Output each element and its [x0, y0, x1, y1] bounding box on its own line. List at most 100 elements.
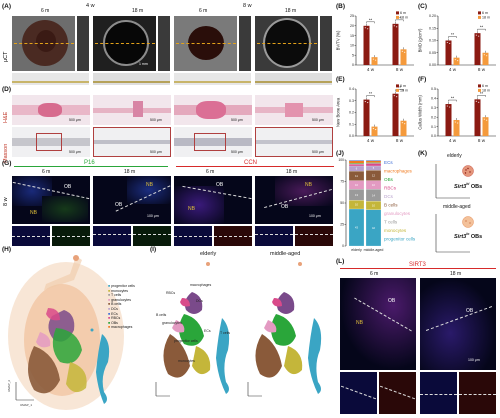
data-point: [486, 55, 488, 57]
segment-label: 43: [355, 226, 358, 230]
panel-k-umap-middle: [435, 214, 474, 253]
y-tick-label: 50: [340, 201, 344, 205]
data-point: [475, 34, 477, 36]
y-tick-label: 0: [342, 244, 344, 248]
legend-label: granulocytes: [384, 211, 411, 216]
legend-h-0: ■ progenitor cells: [108, 284, 135, 288]
y-tick-label: 20: [350, 24, 354, 28]
panel-k-umap-elderly: [435, 164, 474, 199]
if-image-ccn-18m: NB OB 100 μm: [255, 176, 333, 224]
bar: [474, 33, 481, 65]
x-tick-label: 4 w: [449, 67, 457, 72]
panel-a-18m-label-2: 18 m: [285, 8, 297, 14]
ct-image-6m-4w: [12, 16, 75, 71]
panel-d-he-label: H&E: [3, 111, 9, 123]
y-axis-label: New Bone Area: [336, 97, 341, 127]
data-point: [375, 129, 377, 131]
y-tick-label: 0.4: [349, 87, 354, 91]
y-tick-label: 0.05: [429, 51, 436, 55]
y-tick-label: 0.3: [431, 106, 436, 110]
panel-l-line: [340, 268, 496, 269]
y-axis-label: Callus Width (mm): [418, 95, 423, 130]
panel-i-umap-elderly: RBCs macrophages DCs B cells granulocyte…: [155, 262, 230, 397]
sirt3-scale: 100 μm: [468, 358, 480, 362]
stacked-segment: [365, 160, 382, 163]
panel-i-middle: middle-aged: [270, 251, 301, 257]
ct-section-6m-8w: [174, 73, 251, 85]
data-point: [478, 35, 480, 37]
bar: [363, 25, 370, 65]
if-zoom-2b: [133, 226, 171, 246]
stacked-segment: [348, 160, 365, 164]
data-point: [404, 51, 406, 53]
stacked-segment: [348, 163, 365, 165]
panel-a-6m-label-2: 6 m: [199, 8, 208, 14]
legend-label: progenitor cells: [384, 237, 416, 242]
data-point: [457, 122, 459, 124]
y-tick-label: 100: [338, 158, 344, 162]
legend-h-5: ■ DCs: [108, 306, 118, 311]
data-point: [372, 128, 374, 130]
sirt3-nb: NB: [356, 320, 363, 326]
legend-h-1: ■ monocytes: [108, 288, 129, 293]
ct-image-18m-4w: 1 mm: [93, 16, 156, 71]
y-tick-label: 0.20: [429, 14, 436, 18]
bar: [400, 49, 407, 65]
panel-label-d: (D): [2, 86, 12, 93]
y-tick-label: 0.00: [429, 63, 436, 67]
masson-scale-1: 500 μm: [69, 150, 81, 154]
chart-cell-proportion: 0 25 50 75 100 6 11 10 13 10 43 elderly 5 12 10 14 10 42 m…: [338, 158, 416, 252]
x-tick-label: 4 w: [367, 138, 375, 143]
legend-label: RBCs: [384, 186, 397, 191]
he-scale-4: 500 μm: [312, 118, 324, 122]
sig-label: **: [451, 96, 455, 101]
panel-l-18m: 18 m: [450, 271, 462, 277]
segment-label: 10: [355, 203, 358, 207]
data-point: [372, 58, 374, 60]
legend-label: ECs: [384, 160, 393, 165]
panel-label-h: (H): [2, 246, 12, 253]
data-point: [393, 95, 395, 97]
i-label-progenitor: progenitor cells: [174, 339, 198, 343]
if-zoom-4a: [255, 226, 293, 246]
i-label-bcells: B cells: [156, 313, 167, 317]
i-label-macrophages: macrophages: [190, 283, 211, 287]
data-point: [454, 121, 456, 123]
data-point: [404, 123, 406, 125]
y-tick-label: 0.15: [429, 26, 436, 30]
sig-bracket: [395, 89, 404, 92]
if-zoom-1b: [52, 226, 90, 246]
panel-h-umap2: UMAP_2: [7, 380, 11, 392]
masson-image-1: 500 μm: [12, 127, 90, 157]
if-nb-2: NB: [146, 182, 153, 188]
panel-label-g: (G): [2, 160, 12, 167]
y-tick-label: 0.1: [431, 125, 436, 129]
i-label-monocytes: monocytes: [178, 359, 195, 363]
sig-bracket: [477, 95, 486, 97]
legend-label: 6 m: [400, 84, 406, 88]
legend-h-3: ■ granulocytes: [108, 297, 131, 302]
segment-label: 14: [372, 193, 375, 197]
sirt3-zoom-4: [459, 372, 496, 414]
bar: [363, 99, 370, 136]
sirt3-image-6m: NB OB: [340, 278, 416, 370]
data-point: [478, 101, 480, 103]
legend-h-7: ■ RBCs: [108, 316, 121, 321]
if-zoom-1a: [12, 226, 50, 246]
segment-label: 6: [356, 167, 358, 171]
stacked-segment: [348, 208, 365, 247]
masson-image-4: 500 μm: [255, 127, 333, 157]
ct-side-18m-8w: [320, 16, 332, 71]
bar: [392, 23, 399, 65]
legend-label: DCs: [384, 194, 394, 199]
stacked-segment: [365, 159, 382, 161]
panel-label-c: (C): [418, 3, 428, 10]
panel-k-elderly: elderly: [447, 153, 462, 159]
x-tick-label: middle-aged: [364, 248, 384, 252]
legend-label: monocytes: [384, 228, 407, 233]
legend-swatch: [396, 88, 399, 92]
y-tick-label: 0.10: [429, 39, 436, 43]
legend-label: 18 m: [400, 16, 408, 20]
sig-label: **: [369, 91, 373, 96]
stacked-segment: [348, 164, 365, 167]
